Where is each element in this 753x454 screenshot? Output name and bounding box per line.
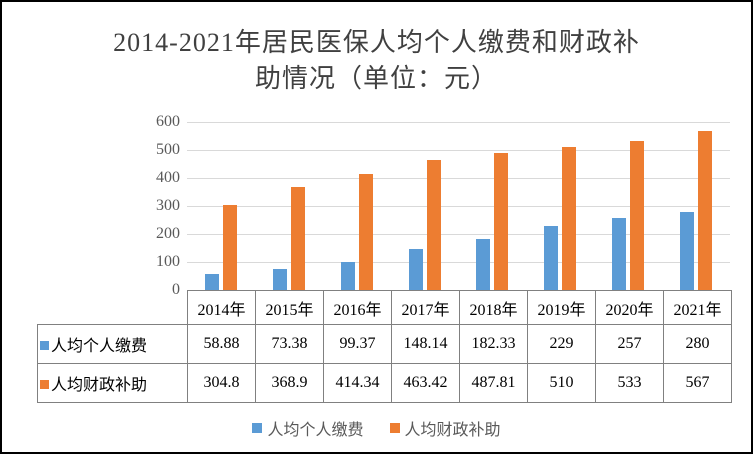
bar-人均个人缴费-2015年 <box>272 269 287 290</box>
cell-人均个人缴费-2020年: 257 <box>595 324 664 364</box>
legend-swatch-icon <box>389 423 400 433</box>
y-tick-label-600: 600 <box>156 113 180 130</box>
chart-legend: 人均个人缴费 人均财政补助 <box>2 416 751 440</box>
bar-人均财政补助-2015年 <box>290 186 305 290</box>
legend-item-人均个人缴费: 人均个人缴费 <box>252 416 364 440</box>
cell-人均财政补助-2019年: 510 <box>527 363 596 403</box>
bar-group-2019年 <box>526 122 594 290</box>
bar-人均个人缴费-2018年 <box>476 238 491 290</box>
gridline-100 <box>187 262 730 263</box>
bar-人均财政补助-2020年 <box>630 140 645 290</box>
cell-人均个人缴费-2016年: 99.37 <box>323 324 392 364</box>
bar-人均财政补助-2018年 <box>494 153 509 290</box>
legend-key-icon <box>40 380 49 389</box>
y-tick-label-0: 0 <box>172 281 180 298</box>
bar-人均个人缴费-2021年 <box>680 211 695 290</box>
table-header-2017年: 2017年 <box>391 290 460 325</box>
table-header-2015年: 2015年 <box>255 290 324 325</box>
plot-area <box>187 122 730 291</box>
bar-人均个人缴费-2016年 <box>340 262 355 290</box>
y-tick-label-300: 300 <box>156 197 180 214</box>
bar-人均财政补助-2021年 <box>698 131 713 290</box>
bar-group-2017年 <box>391 122 459 290</box>
table-header-2020年: 2020年 <box>595 290 664 325</box>
table-corner-cell <box>38 291 188 325</box>
bar-人均财政补助-2016年 <box>358 174 373 290</box>
data-table-wrap: 2014年 2015年 2016年 2017年 2018年 2019年 2020年 2021年… <box>37 290 732 403</box>
table-header-2014年: 2014年 <box>187 290 256 325</box>
table-header-row: 2014年 2015年 2016年 2017年 2018年 2019年 2020年 2021年 <box>38 290 732 325</box>
gridline-300 <box>187 206 730 207</box>
bar-group-2015年 <box>255 122 323 290</box>
y-tick-label-100: 100 <box>156 253 180 270</box>
table-header-2016年: 2016年 <box>323 290 392 325</box>
table-row-人均财政补助: 人均财政补助 304.8 368.9 414.34 463.42 487.81 510 533… <box>37 363 732 403</box>
row-label-人均个人缴费: 人均个人缴费 <box>37 324 188 364</box>
cell-人均个人缴费-2019年: 229 <box>527 324 596 364</box>
table-header-2021年: 2021年 <box>663 290 732 325</box>
gridline-200 <box>187 234 730 235</box>
cell-人均个人缴费-2015年: 73.38 <box>255 324 324 364</box>
cell-人均财政补助-2017年: 463.42 <box>391 363 460 403</box>
legend-key-icon <box>40 341 49 350</box>
bar-group-2016年 <box>323 122 391 290</box>
bar-人均财政补助-2017年 <box>426 160 441 290</box>
table-header-2019年: 2019年 <box>527 290 596 325</box>
y-axis: 0 100 200 300 400 500 600 <box>130 113 180 298</box>
cell-人均财政补助-2016年: 414.34 <box>323 363 392 403</box>
legend-swatch-icon <box>252 423 263 433</box>
bar-人均个人缴费-2017年 <box>408 248 423 290</box>
row-label-人均财政补助: 人均财政补助 <box>37 363 188 403</box>
table-row-人均个人缴费: 人均个人缴费 58.88 73.38 99.37 148.14 182.33 229 257 2… <box>37 324 732 364</box>
legend-label: 人均财政补助 <box>404 422 501 439</box>
gridline-400 <box>187 178 730 179</box>
chart-title-line1: 2014-2021年居民医保人均个人缴费和财政补 <box>113 28 640 57</box>
bar-人均个人缴费-2014年 <box>204 273 219 290</box>
y-tick-label-500: 500 <box>156 141 180 158</box>
bar-人均财政补助-2014年 <box>222 204 237 290</box>
cell-人均财政补助-2021年: 567 <box>663 363 732 403</box>
table-header-2018年: 2018年 <box>459 290 528 325</box>
legend-label: 人均个人缴费 <box>267 422 364 439</box>
bar-group-2018年 <box>459 122 527 290</box>
chart-title-line2: 助情况（单位：元） <box>254 64 498 93</box>
bar-group-2021年 <box>662 122 730 290</box>
cell-人均财政补助-2018年: 487.81 <box>459 363 528 403</box>
gridline-600 <box>187 122 730 123</box>
bar-group-2020年 <box>594 122 662 290</box>
cell-人均财政补助-2014年: 304.8 <box>187 363 256 403</box>
cell-人均个人缴费-2021年: 280 <box>663 324 732 364</box>
cell-人均个人缴费-2017年: 148.14 <box>391 324 460 364</box>
cell-人均财政补助-2020年: 533 <box>595 363 664 403</box>
bar-人均财政补助-2019年 <box>562 147 577 290</box>
cell-人均个人缴费-2014年: 58.88 <box>187 324 256 364</box>
y-tick-label-200: 200 <box>156 225 180 242</box>
data-table: 2014年 2015年 2016年 2017年 2018年 2019年 2020年 2021年… <box>37 290 732 403</box>
cell-人均个人缴费-2018年: 182.33 <box>459 324 528 364</box>
y-tick-label-400: 400 <box>156 169 180 186</box>
gridline-500 <box>187 150 730 151</box>
bar-group-2014年 <box>187 122 255 290</box>
legend-item-人均财政补助: 人均财政补助 <box>389 416 501 440</box>
chart-title: 2014-2021年居民医保人均个人缴费和财政补 助情况（单位：元） <box>2 25 751 97</box>
cell-人均财政补助-2015年: 368.9 <box>255 363 324 403</box>
bar-人均个人缴费-2020年 <box>612 218 627 290</box>
bar-人均个人缴费-2019年 <box>544 225 559 290</box>
